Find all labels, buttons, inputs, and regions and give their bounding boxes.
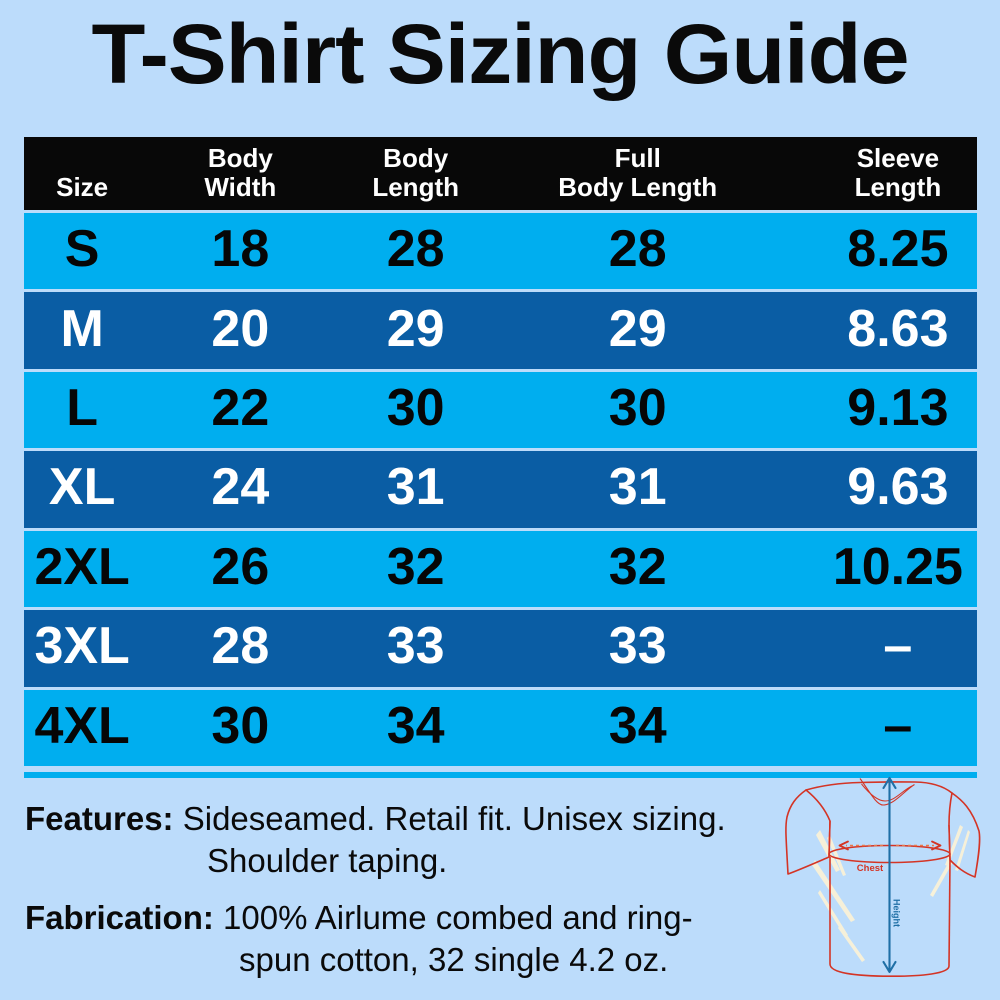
svg-text:Chest: Chest bbox=[857, 863, 884, 874]
svg-text:Height: Height bbox=[892, 899, 902, 927]
